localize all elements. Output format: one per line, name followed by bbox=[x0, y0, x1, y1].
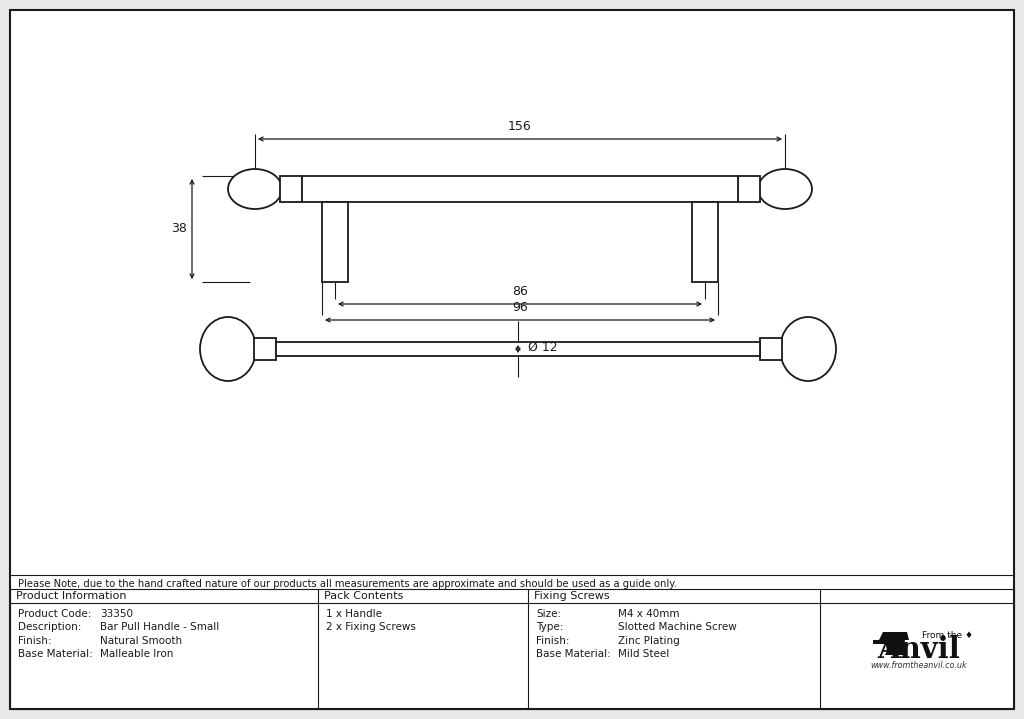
Text: M4 x 40mm: M4 x 40mm bbox=[618, 609, 680, 619]
Text: Type:: Type: bbox=[536, 622, 563, 632]
Text: Product Information: Product Information bbox=[16, 591, 127, 601]
Text: 86: 86 bbox=[512, 285, 528, 298]
Bar bbox=[738, 176, 760, 202]
Bar bbox=[302, 176, 738, 202]
Text: Ø 12: Ø 12 bbox=[528, 341, 558, 354]
Ellipse shape bbox=[200, 317, 256, 381]
Text: Finish:: Finish: bbox=[536, 636, 569, 646]
Bar bbox=[254, 338, 276, 360]
Ellipse shape bbox=[780, 317, 836, 381]
Text: 38: 38 bbox=[171, 222, 187, 236]
Text: Product Code:: Product Code: bbox=[18, 609, 91, 619]
Bar bbox=[322, 202, 348, 282]
Text: Bar Pull Handle - Small: Bar Pull Handle - Small bbox=[100, 622, 219, 632]
Text: Zinc Plating: Zinc Plating bbox=[618, 636, 680, 646]
Bar bbox=[760, 338, 782, 360]
Polygon shape bbox=[885, 640, 905, 651]
Text: Base Material:: Base Material: bbox=[536, 649, 610, 659]
Polygon shape bbox=[879, 632, 909, 640]
Bar bbox=[692, 202, 718, 282]
Bar bbox=[276, 342, 760, 356]
Ellipse shape bbox=[228, 169, 282, 209]
Text: 33350: 33350 bbox=[100, 609, 133, 619]
Text: Anvil: Anvil bbox=[878, 636, 961, 664]
Text: 96: 96 bbox=[512, 301, 528, 314]
Text: 1 x Handle: 1 x Handle bbox=[326, 609, 382, 619]
Text: www.fromtheanvil.co.uk: www.fromtheanvil.co.uk bbox=[870, 661, 968, 671]
Text: Slotted Machine Screw: Slotted Machine Screw bbox=[618, 622, 736, 632]
Polygon shape bbox=[885, 651, 905, 655]
Text: Mild Steel: Mild Steel bbox=[618, 649, 670, 659]
Text: Description:: Description: bbox=[18, 622, 81, 632]
Text: Malleable Iron: Malleable Iron bbox=[100, 649, 173, 659]
Bar bbox=[280, 176, 302, 202]
Text: Base Material:: Base Material: bbox=[18, 649, 93, 659]
Text: 2 x Fixing Screws: 2 x Fixing Screws bbox=[326, 622, 416, 632]
Text: Pack Contents: Pack Contents bbox=[324, 591, 403, 601]
Text: Finish:: Finish: bbox=[18, 636, 51, 646]
Polygon shape bbox=[873, 640, 890, 644]
Text: Please Note, due to the hand crafted nature of our products all measurements are: Please Note, due to the hand crafted nat… bbox=[18, 579, 677, 589]
Text: Size:: Size: bbox=[536, 609, 561, 619]
Ellipse shape bbox=[758, 169, 812, 209]
Text: Fixing Screws: Fixing Screws bbox=[534, 591, 609, 601]
Text: From the ♦: From the ♦ bbox=[922, 631, 973, 641]
Text: 156: 156 bbox=[508, 120, 531, 133]
Text: Natural Smooth: Natural Smooth bbox=[100, 636, 182, 646]
